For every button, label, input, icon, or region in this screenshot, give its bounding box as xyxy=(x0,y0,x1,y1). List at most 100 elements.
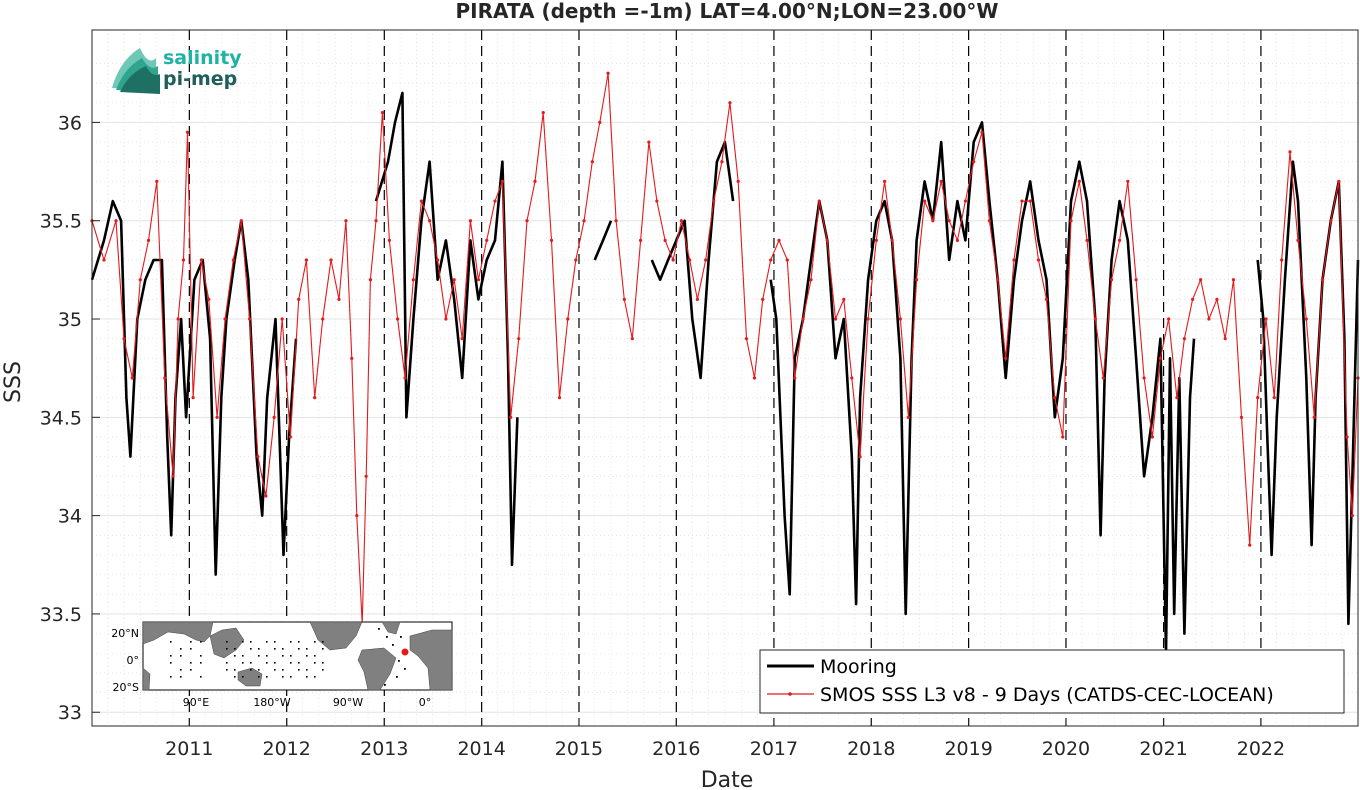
buoy-dot xyxy=(266,655,268,657)
smos-data-point xyxy=(590,160,594,164)
buoy-dot xyxy=(306,648,308,650)
smos-data-point xyxy=(1288,150,1292,154)
smos-data-point xyxy=(1215,297,1219,301)
smos-data-point xyxy=(191,396,195,400)
smos-data-point xyxy=(980,130,984,134)
smos-data-point xyxy=(598,120,602,125)
smos-data-point xyxy=(720,160,724,164)
smos-data-point xyxy=(239,219,243,223)
smos-data-point xyxy=(102,258,106,262)
mooring-series-line xyxy=(650,140,735,380)
buoy-dot xyxy=(396,676,398,678)
smos-data-point xyxy=(915,278,919,282)
smos-data-point xyxy=(1167,317,1171,321)
buoy-dot xyxy=(274,662,276,664)
legend-mooring-label: Mooring xyxy=(820,656,897,678)
smos-data-point xyxy=(549,238,554,242)
y-tick-label: 35.5 xyxy=(40,211,82,233)
smos-data-point xyxy=(155,179,159,183)
smos-data-point xyxy=(280,317,284,321)
smos-data-point xyxy=(215,415,219,419)
smos-data-point xyxy=(736,179,740,183)
smos-data-point xyxy=(1231,278,1236,282)
buoy-dot xyxy=(200,662,202,664)
legend-box xyxy=(759,649,1345,714)
smos-data-point xyxy=(517,337,521,341)
smos-data-point xyxy=(452,278,456,282)
x-axis-label: Date xyxy=(701,768,754,790)
smos-data-point xyxy=(533,179,537,183)
smos-data-point xyxy=(428,219,432,223)
smos-data-point xyxy=(906,415,910,419)
year-boundary-lines xyxy=(188,30,1262,726)
buoy-dot xyxy=(190,669,192,671)
x-tick-label: 2015 xyxy=(555,738,603,760)
x-tick-label: 2020 xyxy=(1042,738,1090,760)
smos-data-point xyxy=(223,317,227,321)
y-axis-label: SSS xyxy=(1,361,26,403)
buoy-dot xyxy=(314,676,316,678)
buoy-dot xyxy=(282,669,284,671)
y-tick-label: 35 xyxy=(58,309,82,331)
axes-box xyxy=(91,29,1359,727)
x-tick-label: 2017 xyxy=(750,738,798,760)
smos-data-point xyxy=(809,278,813,282)
smos-data-point xyxy=(114,219,118,223)
smos-data-point xyxy=(898,317,902,321)
smos-data-point xyxy=(1109,278,1114,282)
buoy-dot xyxy=(250,669,252,671)
smos-data-point xyxy=(842,297,846,301)
buoy-dot xyxy=(190,648,192,650)
buoy-dot xyxy=(306,676,308,678)
smos-data-point xyxy=(248,317,252,321)
inset-map: 20°N 0° 20°S 90°E 180°W 90°W 0° xyxy=(111,621,453,709)
smos-data-point xyxy=(866,317,870,321)
smos-data-point xyxy=(655,199,659,203)
smos-data-point xyxy=(1264,317,1268,321)
smos-data-point xyxy=(663,238,667,242)
smos-data-point xyxy=(444,317,448,321)
smos-data-point xyxy=(337,297,341,301)
smos-data-point xyxy=(1028,199,1032,203)
smos-data-point xyxy=(769,258,773,262)
y-tick-label: 33.5 xyxy=(40,604,82,626)
smos-data-point xyxy=(679,219,683,223)
smos-data-point xyxy=(1077,179,1081,183)
smos-data-point xyxy=(485,238,489,242)
smos-data-point xyxy=(890,238,894,242)
buoy-dot xyxy=(180,648,182,650)
buoy-dot xyxy=(282,676,284,678)
smos-data-point xyxy=(1004,356,1008,360)
buoy-dot xyxy=(290,662,292,664)
buoy-dot xyxy=(266,662,268,664)
smos-data-point xyxy=(1337,179,1341,183)
smos-data-point xyxy=(1248,543,1252,547)
buoy-dot xyxy=(384,684,386,686)
smos-data-point xyxy=(793,376,797,380)
buoy-dot xyxy=(170,641,172,643)
smos-data-point xyxy=(231,258,235,262)
buoy-dot xyxy=(200,641,202,643)
buoy-dot xyxy=(170,676,172,678)
smos-data-point xyxy=(1085,238,1089,242)
buoy-dot xyxy=(274,648,276,650)
smos-data-point xyxy=(500,179,505,183)
series-layer xyxy=(90,71,1360,655)
chart-title: PIRATA (depth =-1m) LAT=4.00°N;LON=23.00… xyxy=(456,0,999,23)
smos-data-point xyxy=(638,238,643,242)
mooring-series-line xyxy=(593,220,613,261)
smos-data-point xyxy=(138,278,142,282)
smos-data-point xyxy=(712,199,716,203)
buoy-dot xyxy=(290,676,292,678)
smos-data-point xyxy=(963,199,968,203)
map-lat-label-20n: 20°N xyxy=(111,627,139,640)
smos-data-point xyxy=(1036,258,1041,262)
smos-data-point xyxy=(350,356,354,360)
buoy-dot xyxy=(322,669,324,671)
smos-data-point xyxy=(419,199,423,203)
buoy-dot xyxy=(314,641,316,643)
smos-data-point xyxy=(947,219,951,223)
x-tick-label: 2012 xyxy=(263,738,311,760)
buoy-dot xyxy=(226,669,228,671)
smos-data-point xyxy=(1207,317,1211,321)
